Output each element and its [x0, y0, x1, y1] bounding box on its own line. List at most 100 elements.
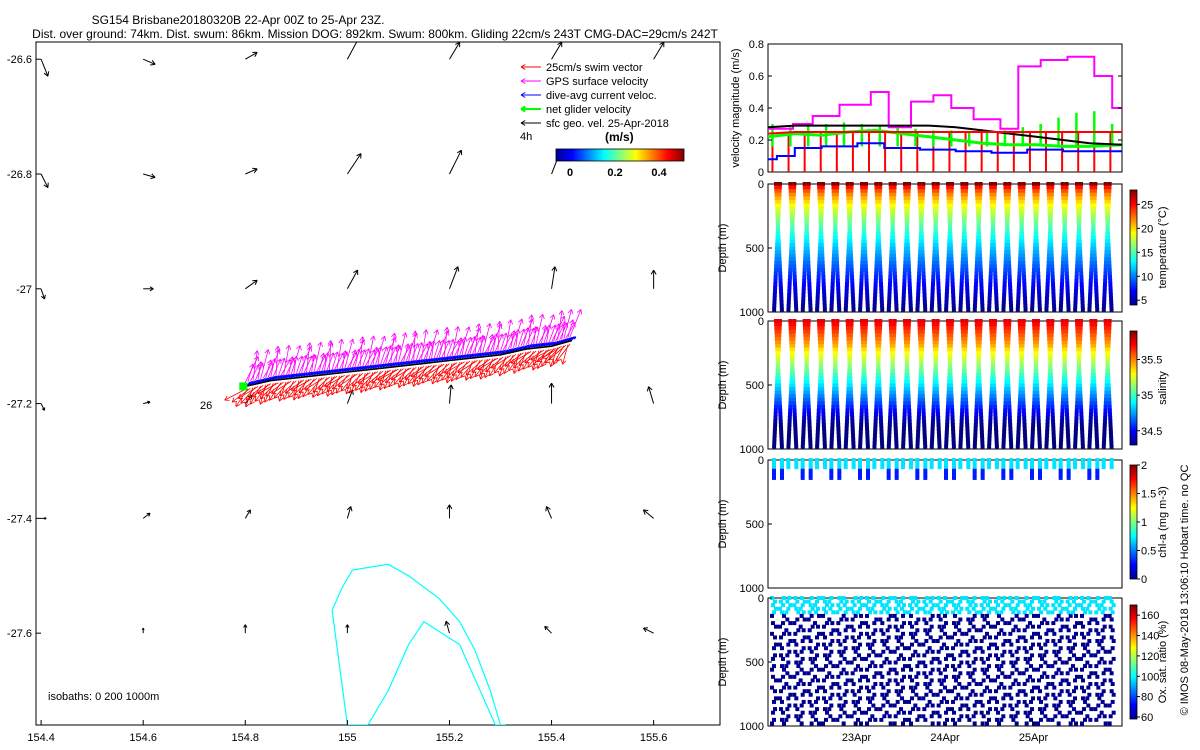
profile-sample — [864, 415, 869, 420]
profile-sample — [1009, 303, 1014, 308]
geo-velocity-arrow — [40, 59, 50, 77]
profile-sample — [894, 671, 899, 676]
profile-sample — [850, 422, 855, 427]
profile-sample — [1060, 322, 1065, 327]
profile-sample — [980, 296, 985, 301]
profile-sample — [1030, 293, 1035, 298]
profile-sample — [849, 401, 854, 406]
profile-sample — [802, 185, 807, 190]
profile-sample — [1074, 271, 1079, 276]
profile-sample — [1048, 232, 1053, 237]
profile-sample — [992, 394, 997, 399]
profile-sample — [805, 379, 810, 384]
profile-sample — [1078, 246, 1083, 251]
profile-sample — [1062, 210, 1067, 215]
profile-sample — [934, 336, 939, 341]
profile-sample — [1103, 275, 1108, 280]
profile-sample — [774, 182, 778, 186]
profile-sample — [964, 649, 969, 654]
profile-sample — [829, 433, 834, 438]
profile-sample — [906, 189, 911, 194]
profile-sample — [858, 678, 862, 683]
profile-sample — [846, 329, 851, 334]
profile-sample — [860, 250, 865, 255]
profile-sample — [994, 289, 999, 294]
profile-sample — [889, 333, 894, 338]
profile-sample — [1080, 430, 1085, 435]
profile-sample — [837, 596, 842, 600]
profile-sample — [804, 347, 809, 352]
profile-sample — [1064, 401, 1069, 406]
profile-sample — [888, 649, 893, 654]
profile-sample — [1021, 390, 1026, 395]
profile-sample — [918, 207, 923, 212]
profile-sample — [1045, 278, 1050, 283]
profile-sample — [831, 260, 836, 265]
profile-sample — [1073, 307, 1078, 312]
geo-velocity-arrow — [143, 173, 156, 180]
profile-sample — [944, 472, 948, 477]
profile-sample — [786, 696, 791, 701]
profile-sample — [1059, 422, 1064, 427]
profile-sample — [888, 322, 893, 327]
profile-sample — [977, 246, 982, 251]
profile-sample — [772, 430, 777, 435]
profile-sample — [867, 689, 871, 694]
profile-sample — [877, 383, 882, 388]
profile-sample — [1065, 430, 1070, 435]
profile-sample — [1088, 419, 1093, 424]
profile-sample — [1103, 182, 1108, 186]
profile-sample — [1047, 347, 1052, 352]
profile-sample — [975, 253, 980, 258]
profile-sample — [931, 639, 936, 644]
profile-sample — [893, 278, 898, 283]
profile-sample — [886, 461, 891, 466]
profile-sample — [953, 631, 957, 636]
profile-sample — [901, 444, 906, 449]
profile-sample — [805, 196, 810, 201]
profile-sample — [807, 293, 812, 298]
profile-sample — [1104, 207, 1109, 212]
profile-sample — [772, 610, 776, 615]
profile-sample — [790, 221, 795, 226]
profile-sample — [874, 405, 879, 410]
profile-sample — [1046, 260, 1051, 265]
profile-sample — [1107, 257, 1112, 262]
profile-sample — [1073, 293, 1078, 298]
profile-sample — [927, 610, 932, 615]
swim-vector — [444, 361, 465, 374]
profile-sample — [832, 344, 837, 349]
profile-sample — [903, 717, 907, 722]
profile-sample — [1059, 289, 1064, 294]
profile-sample — [956, 639, 961, 644]
profile-sample — [849, 405, 854, 410]
profile-sample — [904, 217, 909, 222]
profile-sample — [1030, 444, 1035, 449]
profile-sample — [777, 250, 782, 255]
profile-sample — [792, 408, 797, 413]
profile-sample — [1031, 271, 1036, 276]
colorbar-tick-label: 34.5 — [1141, 426, 1162, 438]
profile-sample — [936, 412, 941, 417]
profile-sample — [1073, 444, 1078, 449]
profile-sample — [1095, 475, 1100, 480]
profile-sample — [1089, 271, 1094, 276]
profile-sample — [1045, 430, 1050, 435]
profile-sample — [1080, 307, 1085, 312]
profile-sample — [1015, 458, 1020, 462]
profile-sample — [1079, 278, 1084, 283]
profile-sample — [1059, 419, 1064, 424]
profile-sample — [859, 596, 863, 600]
profile-sample — [916, 289, 921, 294]
profile-sample — [830, 282, 835, 287]
profile-sample — [1009, 458, 1014, 462]
profile-sample — [772, 307, 777, 312]
profile-sample — [887, 660, 892, 665]
profile-sample — [806, 689, 811, 694]
profile-sample — [775, 214, 780, 219]
profile-sample — [865, 596, 869, 600]
profile-sample — [937, 660, 942, 665]
profile-sample — [972, 472, 977, 477]
profile-sample — [850, 282, 855, 287]
